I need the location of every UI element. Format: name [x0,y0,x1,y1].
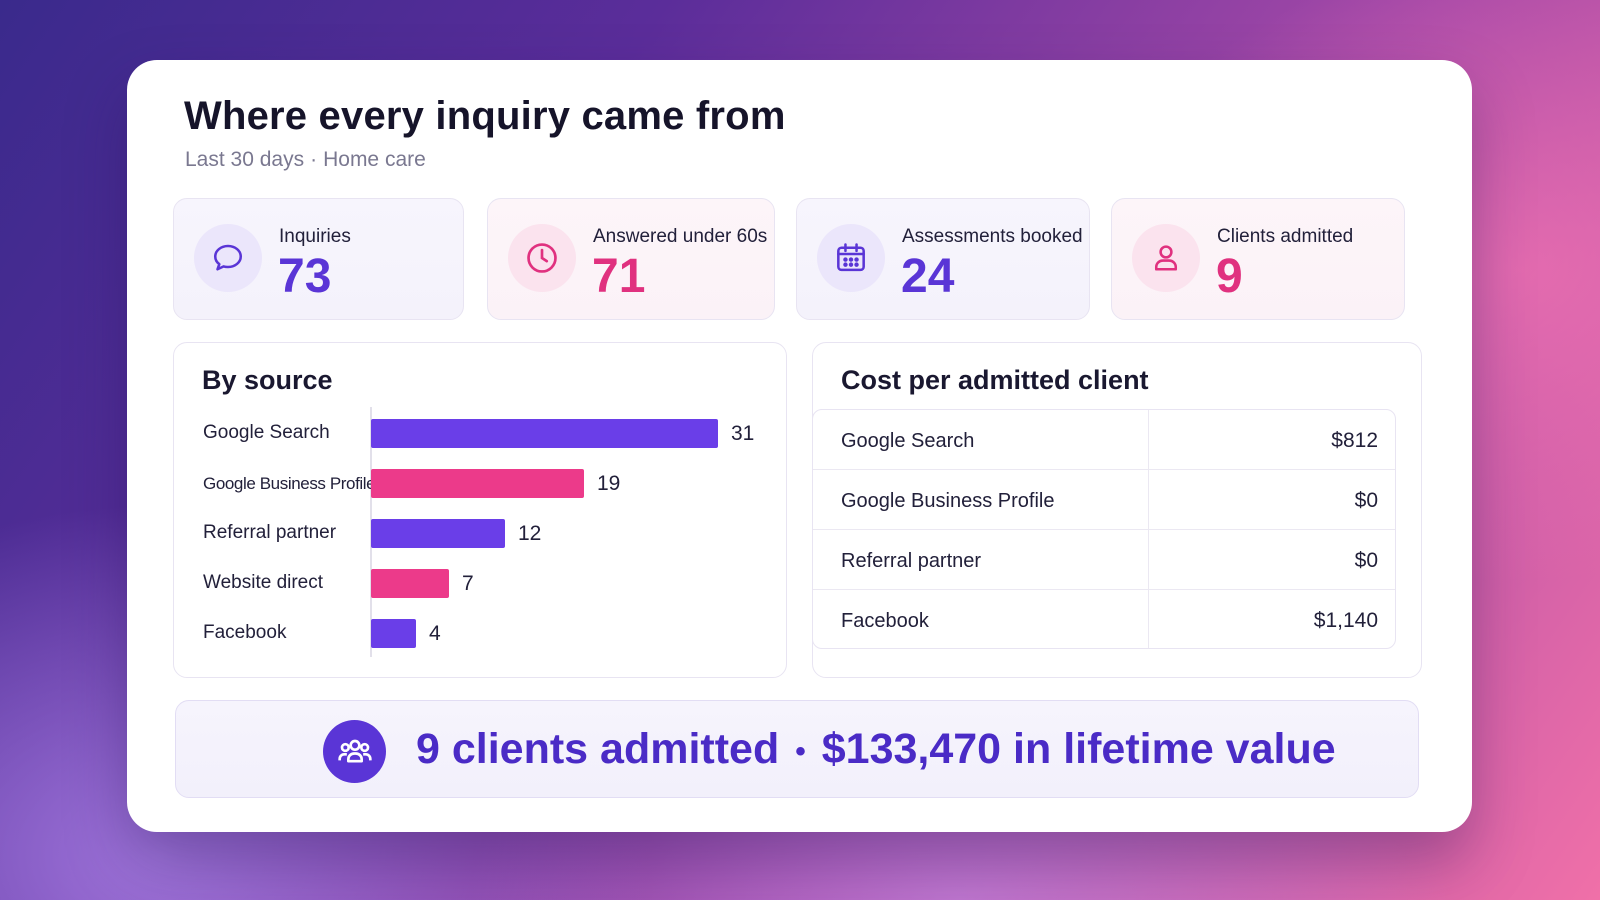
clock-icon [508,224,576,292]
source-cell: Referral partner [841,550,982,572]
person-icon [1132,224,1200,292]
page-subtitle: Last 30 days · Home care [185,148,426,172]
by-source-title: By source [202,365,333,395]
stat-label: Assessments booked [902,226,1083,247]
chat-bubble-icon [194,224,262,292]
bar-category-label: Google Search [203,422,330,443]
table-row: Facebook $1,140 [813,590,1395,648]
source-cell: Facebook [841,610,929,632]
bar [371,619,416,648]
bar-category-label: Referral partner [203,522,337,543]
table-row: Google Search $812 [813,410,1395,470]
dashboard-card: Where every inquiry came from Last 30 da… [127,60,1472,832]
banner-text: 9 clients admitted • $133,470 in lifetime … [416,725,1336,774]
source-cell: Google Search [841,430,975,452]
stat-card-answered: Answered under 60s 71 [487,198,775,320]
source-cell: Google Business Profile [841,490,1055,512]
segment-label: Home care [323,148,426,171]
page-title: Where every inquiry came from [184,94,786,138]
bar-value-label: 7 [462,572,474,595]
stat-card-admitted: Clients admitted 9 [1111,198,1405,320]
lifetime-value-text: $133,470 in lifetime value [821,725,1336,773]
cost-cell: $0 [1354,549,1378,572]
bar-value-label: 31 [731,422,755,445]
bar [371,419,718,448]
cost-table: Google Search $812 Google Business Profi… [812,409,1396,649]
table-row: Referral partner $0 [813,530,1395,590]
clients-admitted-text: 9 clients admitted [416,725,780,773]
stat-value: 73 [278,250,332,303]
banner-separator: • [795,734,806,768]
summary-banner: 9 clients admitted • $133,470 in lifetime … [175,700,1419,798]
stat-value: 24 [901,250,955,303]
bar-value-label: 12 [518,522,542,545]
calendar-icon [817,224,885,292]
stat-card-assessments: Assessments booked 24 [796,198,1090,320]
cost-panel: Cost per admitted client Google Search $… [812,342,1422,678]
cost-panel-title: Cost per admitted client [841,365,1149,395]
stat-label: Answered under 60s [593,226,768,247]
bar-row: Website direct 7 [174,569,786,599]
bar-row: Facebook 4 [174,619,786,649]
stat-label: Inquiries [279,226,351,247]
bar-category-label: Google Business Profile [203,474,376,493]
cost-cell: $0 [1354,489,1378,512]
stat-value: 9 [1216,250,1243,303]
cost-cell: $812 [1331,429,1378,452]
bar [371,569,449,598]
bar-category-label: Website direct [203,572,324,593]
bar-row: Referral partner 12 [174,519,786,549]
period-label: Last 30 days [185,148,305,171]
bar [371,519,505,548]
bar-value-label: 4 [429,622,441,645]
bar-row: Google Business Profile 19 [174,469,786,499]
bar [371,469,584,498]
cost-cell: $1,140 [1313,609,1378,632]
bar-value-label: 19 [597,472,621,495]
stat-card-inquiries: Inquiries 73 [173,198,464,320]
stat-label: Clients admitted [1217,226,1354,247]
bar-category-label: Facebook [203,622,287,643]
group-icon [323,720,386,783]
stat-value: 71 [592,250,646,303]
subtitle-separator: · [310,148,318,171]
by-source-panel: By source Google Search 31 Google Business… [173,342,787,678]
table-row: Google Business Profile $0 [813,470,1395,530]
bar-row: Google Search 31 [174,419,786,449]
